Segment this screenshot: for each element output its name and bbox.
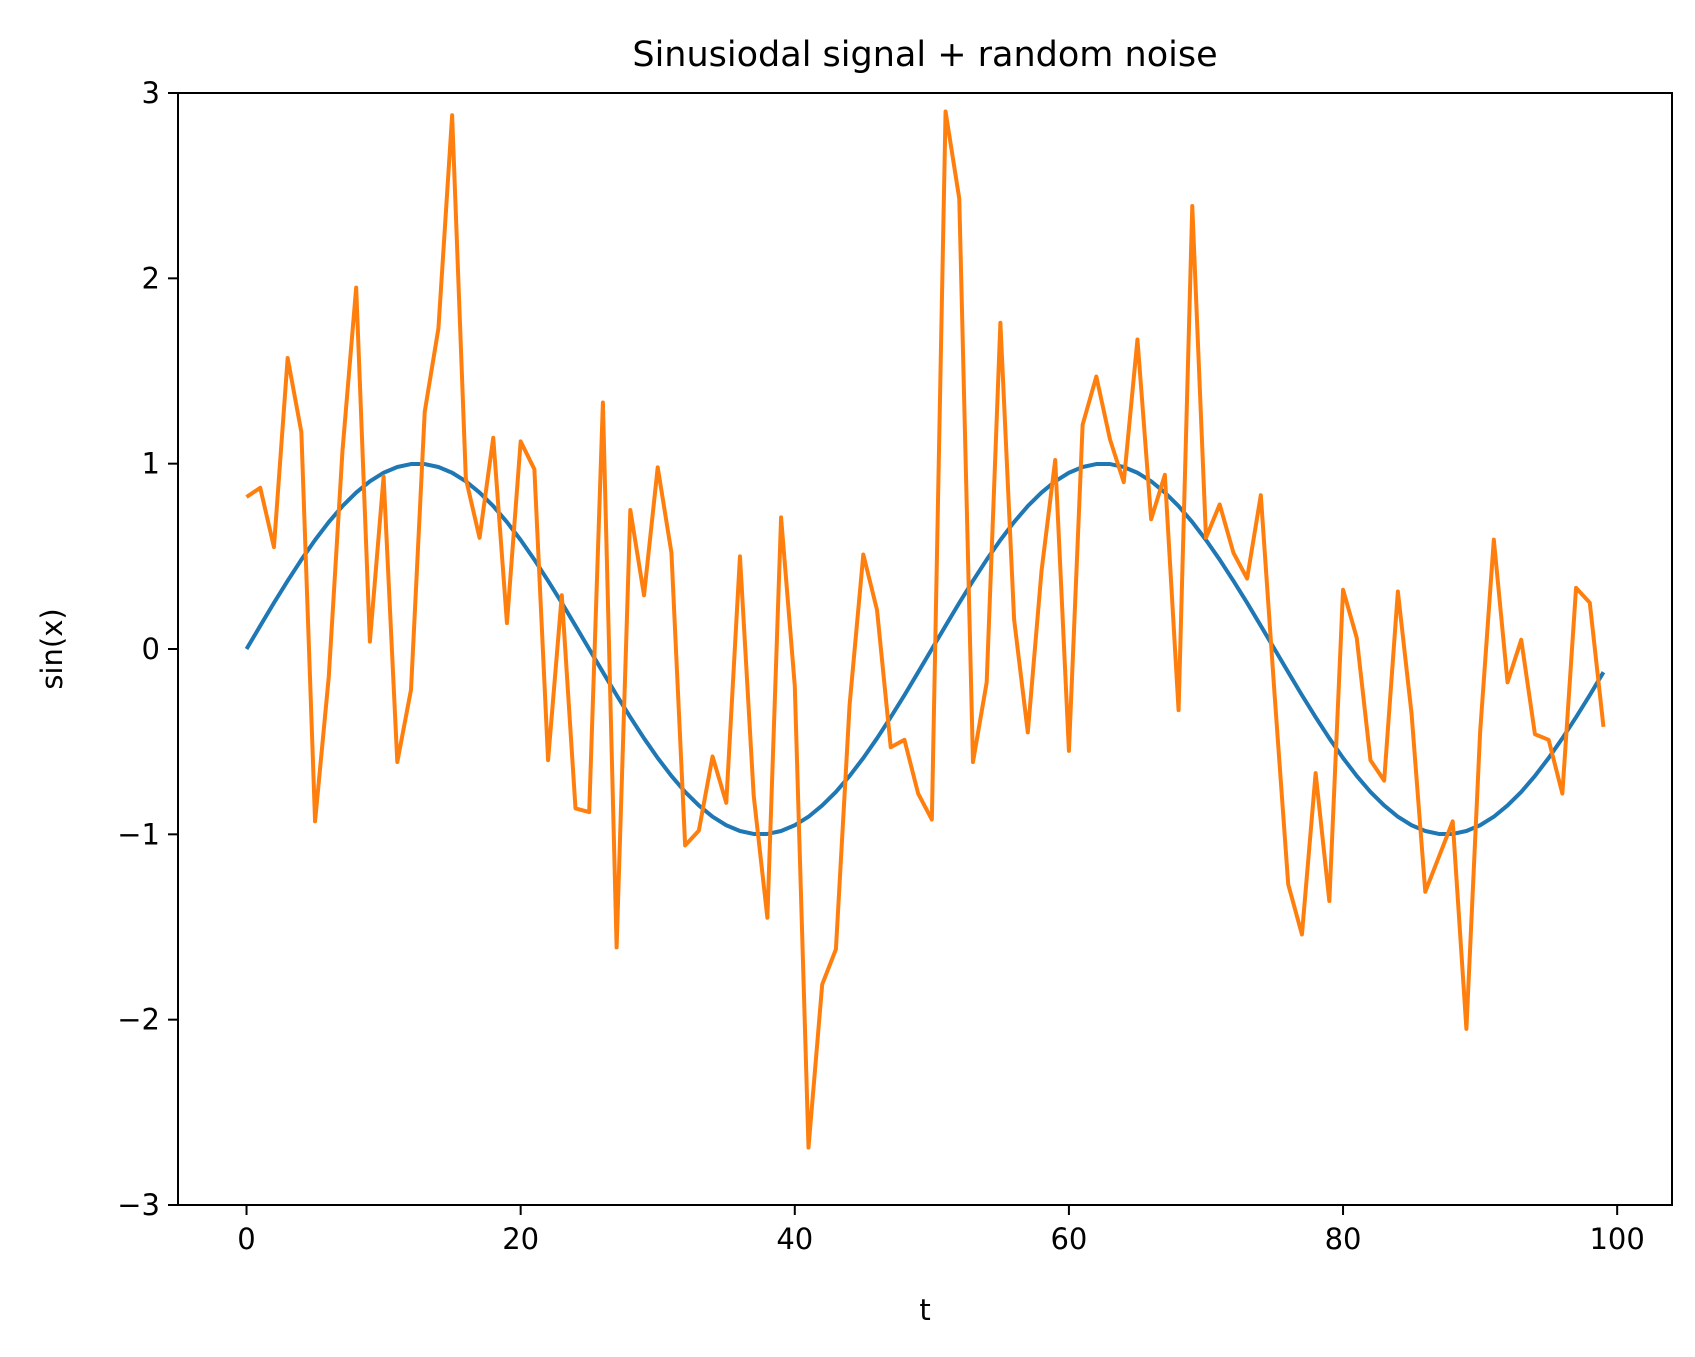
series-line-0: [244, 462, 1606, 836]
x-tick-label: 0: [237, 1222, 255, 1256]
y-axis-label: sin(x): [35, 608, 69, 689]
x-tick-label: 100: [1589, 1222, 1644, 1256]
y-tick-label: 2: [142, 261, 160, 295]
y-tick-label: −1: [117, 817, 160, 851]
x-tick-label: 60: [1050, 1222, 1087, 1256]
y-tick-label: 0: [142, 632, 160, 666]
x-axis: 0 20 40 60 80 100: [237, 1205, 1645, 1256]
y-axis: −3 −2 −1 0 1 2 3: [117, 76, 178, 1222]
y-tick-label: −2: [117, 1003, 160, 1037]
y-tick-label: −3: [117, 1188, 160, 1222]
chart-title: Sinusiodal signal + random noise: [632, 35, 1217, 75]
x-tick-label: 80: [1325, 1222, 1362, 1256]
x-tick-label: 40: [776, 1222, 813, 1256]
y-tick-label: 3: [142, 76, 160, 110]
y-tick-label: 1: [142, 447, 160, 481]
x-axis-label: t: [919, 1293, 930, 1327]
series-layer: [244, 109, 1606, 1150]
x-tick-label: 20: [502, 1222, 539, 1256]
series-line-1: [245, 109, 1606, 1150]
